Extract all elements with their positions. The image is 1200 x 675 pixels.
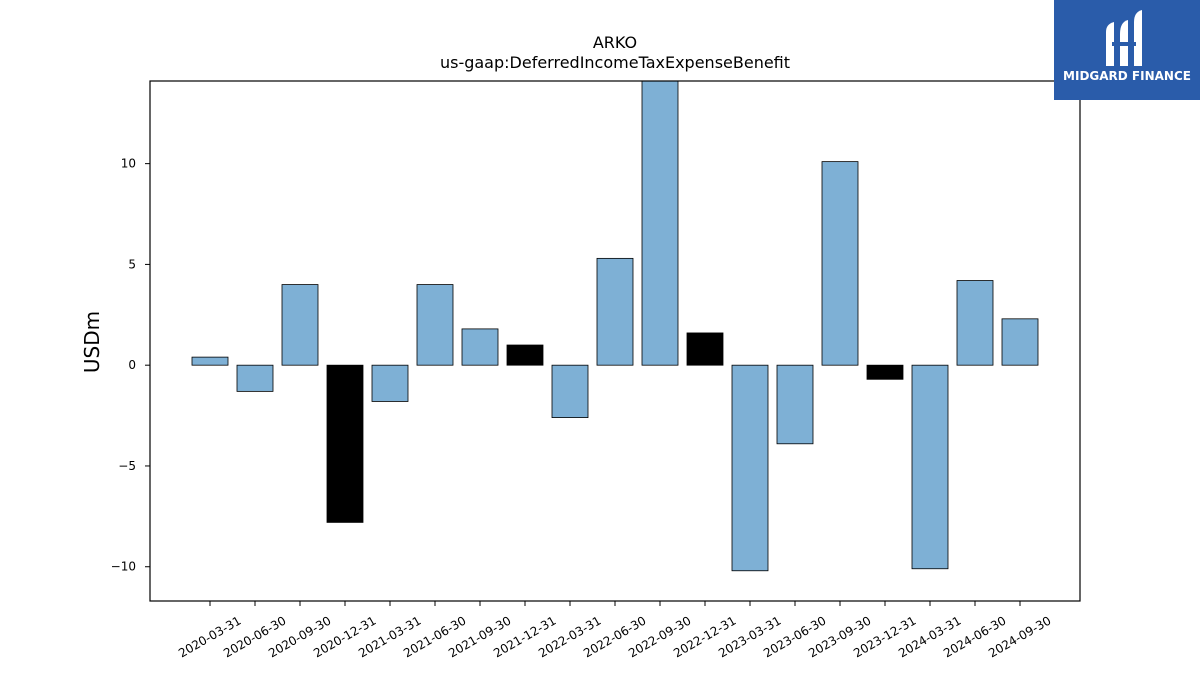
y-tick-label: 5 xyxy=(128,257,136,271)
bar-2020-06-30 xyxy=(236,364,274,392)
y-tick-label: −10 xyxy=(111,560,136,574)
bar-2020-12-31 xyxy=(326,364,364,523)
bar-2020-09-30 xyxy=(281,284,319,366)
bar-2021-06-30 xyxy=(416,284,454,366)
bar-2022-09-30 xyxy=(641,80,679,366)
bar-2022-06-30 xyxy=(596,257,634,366)
y-tick-label: −5 xyxy=(118,459,136,473)
bar-2021-09-30 xyxy=(461,328,499,366)
bar-2024-03-31 xyxy=(911,364,949,570)
x-axis-ticks: 2020-03-312020-06-302020-09-302020-12-31… xyxy=(176,601,1054,660)
plot-frame xyxy=(149,80,1081,602)
bar-2021-12-31 xyxy=(506,344,544,366)
y-tick-label: 0 xyxy=(128,358,136,372)
bar-2023-03-31 xyxy=(731,364,769,572)
brand-name: MIDGARD FINANCE xyxy=(1063,69,1191,83)
bar-2023-12-31 xyxy=(866,364,904,380)
chart-title: ARKO xyxy=(593,33,637,52)
bar-2024-09-30 xyxy=(1001,318,1039,366)
y-axis-ticks: −10 −5 0 5 10 xyxy=(111,157,150,574)
chart-subtitle: us-gaap:DeferredIncomeTaxExpenseBenefit xyxy=(440,53,790,72)
midgard-logo-icon xyxy=(1106,10,1142,66)
y-tick-label: 10 xyxy=(121,157,136,171)
bar-2023-09-30 xyxy=(821,161,859,366)
bars-group xyxy=(191,80,1039,572)
bar-2024-06-30 xyxy=(956,280,994,366)
brand-logo: MIDGARD FINANCE xyxy=(1054,0,1200,100)
y-axis-label: USDm xyxy=(80,311,104,373)
bar-2023-06-30 xyxy=(776,364,814,445)
bar-2020-03-31 xyxy=(191,356,229,366)
bar-2021-03-31 xyxy=(371,364,409,402)
bar-2022-12-31 xyxy=(686,332,724,366)
bar-2022-03-31 xyxy=(551,364,589,418)
